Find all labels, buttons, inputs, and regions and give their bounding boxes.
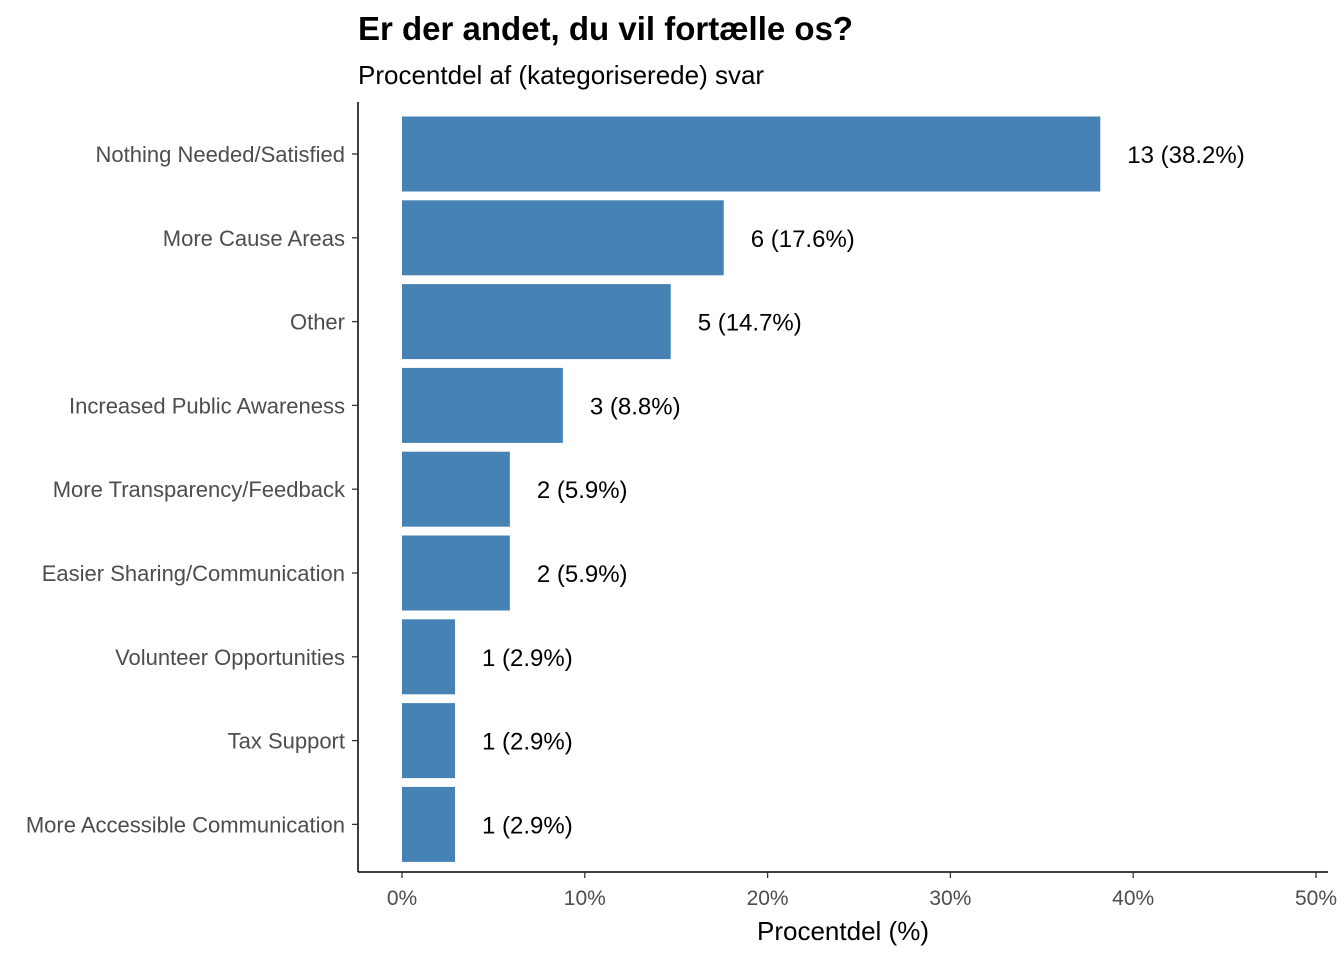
category-label: Other: [290, 310, 345, 335]
data-label: 6 (17.6%): [751, 226, 855, 253]
chart-title: Er der andet, du vil fortælle os?: [358, 10, 853, 47]
data-label: 13 (38.2%): [1127, 142, 1244, 169]
bar: [402, 284, 671, 360]
x-tick-label: 40%: [1112, 887, 1154, 910]
x-tick-label: 30%: [929, 887, 971, 910]
bar: [402, 116, 1101, 192]
category-label: Easier Sharing/Communication: [42, 561, 345, 586]
plot-area: 0% 10% 20% 30% 40% 50% Nothing Needed/Satisfie…: [26, 102, 1337, 910]
data-label: 2 (5.9%): [537, 477, 628, 504]
category-label: More Accessible Communication: [26, 812, 345, 837]
data-label: 3 (8.8%): [590, 393, 681, 420]
bar: [402, 451, 510, 527]
x-tick-label: 0%: [387, 887, 417, 910]
category-label: Volunteer Opportunities: [115, 645, 345, 670]
category-label: More Cause Areas: [163, 226, 345, 251]
x-axis-title: Procentdel (%): [757, 916, 929, 946]
bar: [402, 619, 456, 695]
bar: [402, 786, 456, 862]
x-tick-label: 50%: [1295, 887, 1337, 910]
category-label: More Transparency/Feedback: [53, 477, 346, 502]
category-label: Nothing Needed/Satisfied: [96, 142, 346, 167]
x-tick-label: 10%: [564, 887, 606, 910]
bar: [402, 367, 563, 443]
data-label: 1 (2.9%): [482, 645, 573, 672]
category-label: Increased Public Awareness: [69, 393, 345, 418]
bar: [402, 535, 510, 611]
data-label: 5 (14.7%): [698, 310, 802, 337]
x-tick-label: 20%: [747, 887, 789, 910]
data-label: 1 (2.9%): [482, 729, 573, 756]
bar: [402, 200, 724, 276]
chart-subtitle: Procentdel af (kategoriserede) svar: [358, 60, 764, 90]
data-label: 2 (5.9%): [537, 561, 628, 588]
data-label: 1 (2.9%): [482, 812, 573, 839]
category-label: Tax Support: [228, 729, 345, 754]
bar: [402, 703, 456, 779]
